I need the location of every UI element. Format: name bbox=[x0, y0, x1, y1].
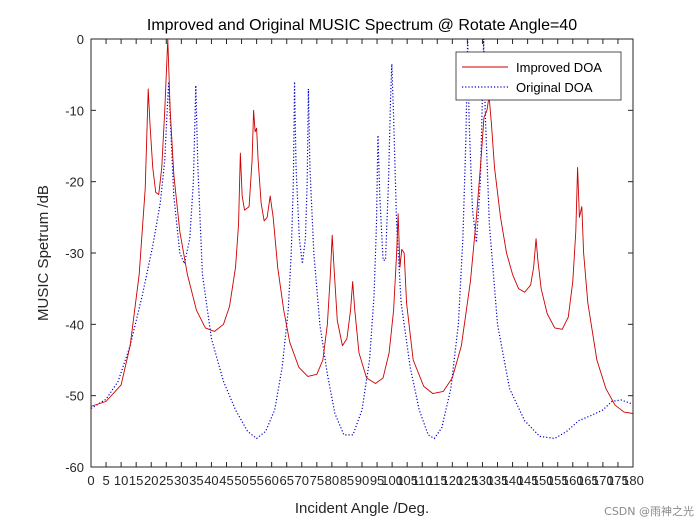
x-tick-label: 160 bbox=[562, 473, 584, 488]
series-layer bbox=[90, 38, 634, 440]
x-tick-label: 25 bbox=[159, 473, 173, 488]
x-tick-label: 60 bbox=[264, 473, 278, 488]
x-tick-label: 45 bbox=[219, 473, 233, 488]
x-tick-label: 0 bbox=[87, 473, 94, 488]
legend-box bbox=[455, 51, 622, 101]
legend-label-original: Original DOA bbox=[516, 80, 593, 95]
x-tick-label: 115 bbox=[427, 473, 448, 488]
y-tick-label: -30 bbox=[65, 246, 84, 261]
x-tick-label: 180 bbox=[622, 473, 644, 488]
x-tick-label: 120 bbox=[441, 473, 463, 488]
x-tick-label: 20 bbox=[144, 473, 158, 488]
x-tick-label: 85 bbox=[340, 473, 354, 488]
x-tick-label: 30 bbox=[174, 473, 188, 488]
x-tick-label: 5 bbox=[102, 473, 109, 488]
x-tick-label: 80 bbox=[325, 473, 339, 488]
x-tick-label: 75 bbox=[310, 473, 324, 488]
x-tick-label: 70 bbox=[295, 473, 309, 488]
x-tick-label: 95 bbox=[370, 473, 384, 488]
x-tick-label: 110 bbox=[412, 473, 433, 488]
x-tick-label: 50 bbox=[234, 473, 248, 488]
x-tick-label: 165 bbox=[577, 473, 599, 488]
y-tick-label: -50 bbox=[65, 389, 84, 404]
x-tick-label: 15 bbox=[129, 473, 143, 488]
y-tick-label: -10 bbox=[65, 103, 84, 118]
legend-label-improved: Improved DOA bbox=[516, 60, 602, 75]
x-tick-label: 55 bbox=[249, 473, 263, 488]
x-tick-label: 100 bbox=[381, 473, 403, 488]
x-tick-label: 35 bbox=[189, 473, 203, 488]
y-tick-label: 0 bbox=[77, 32, 84, 47]
x-tick-label: 65 bbox=[279, 473, 293, 488]
y-axis-label: MUSIC Spetrum /dB bbox=[35, 185, 52, 321]
x-tick-label: 155 bbox=[547, 473, 569, 488]
x-tick-label: 90 bbox=[355, 473, 369, 488]
x-tick-label: 105 bbox=[396, 473, 418, 488]
x-tick-label: 135 bbox=[487, 473, 509, 488]
x-tick-label: 130 bbox=[472, 473, 494, 488]
x-tick-label: 145 bbox=[517, 473, 539, 488]
x-tick-label: 40 bbox=[204, 473, 218, 488]
y-tick-label: -40 bbox=[65, 317, 84, 332]
x-tick-label: 140 bbox=[502, 473, 524, 488]
y-tick-label: -60 bbox=[65, 460, 84, 475]
y-tick-label: -20 bbox=[65, 175, 84, 190]
x-axis-label: Incident Angle /Deg. bbox=[295, 500, 429, 517]
x-tick-label: 170 bbox=[592, 473, 614, 488]
x-tick-label: 150 bbox=[532, 473, 554, 488]
plot-area bbox=[91, 39, 633, 467]
watermark: CSDN @雨神之光 bbox=[604, 505, 694, 518]
x-tick-label: 10 bbox=[114, 473, 128, 488]
x-tick-label: 175 bbox=[607, 473, 629, 488]
plot-frame bbox=[90, 38, 634, 468]
legend: Improved DOA Original DOA bbox=[455, 51, 622, 101]
series-line-improved bbox=[90, 38, 634, 414]
chart-title: Improved and Original MUSIC Spectrum @ R… bbox=[147, 17, 577, 34]
x-tick-label: 125 bbox=[457, 473, 479, 488]
